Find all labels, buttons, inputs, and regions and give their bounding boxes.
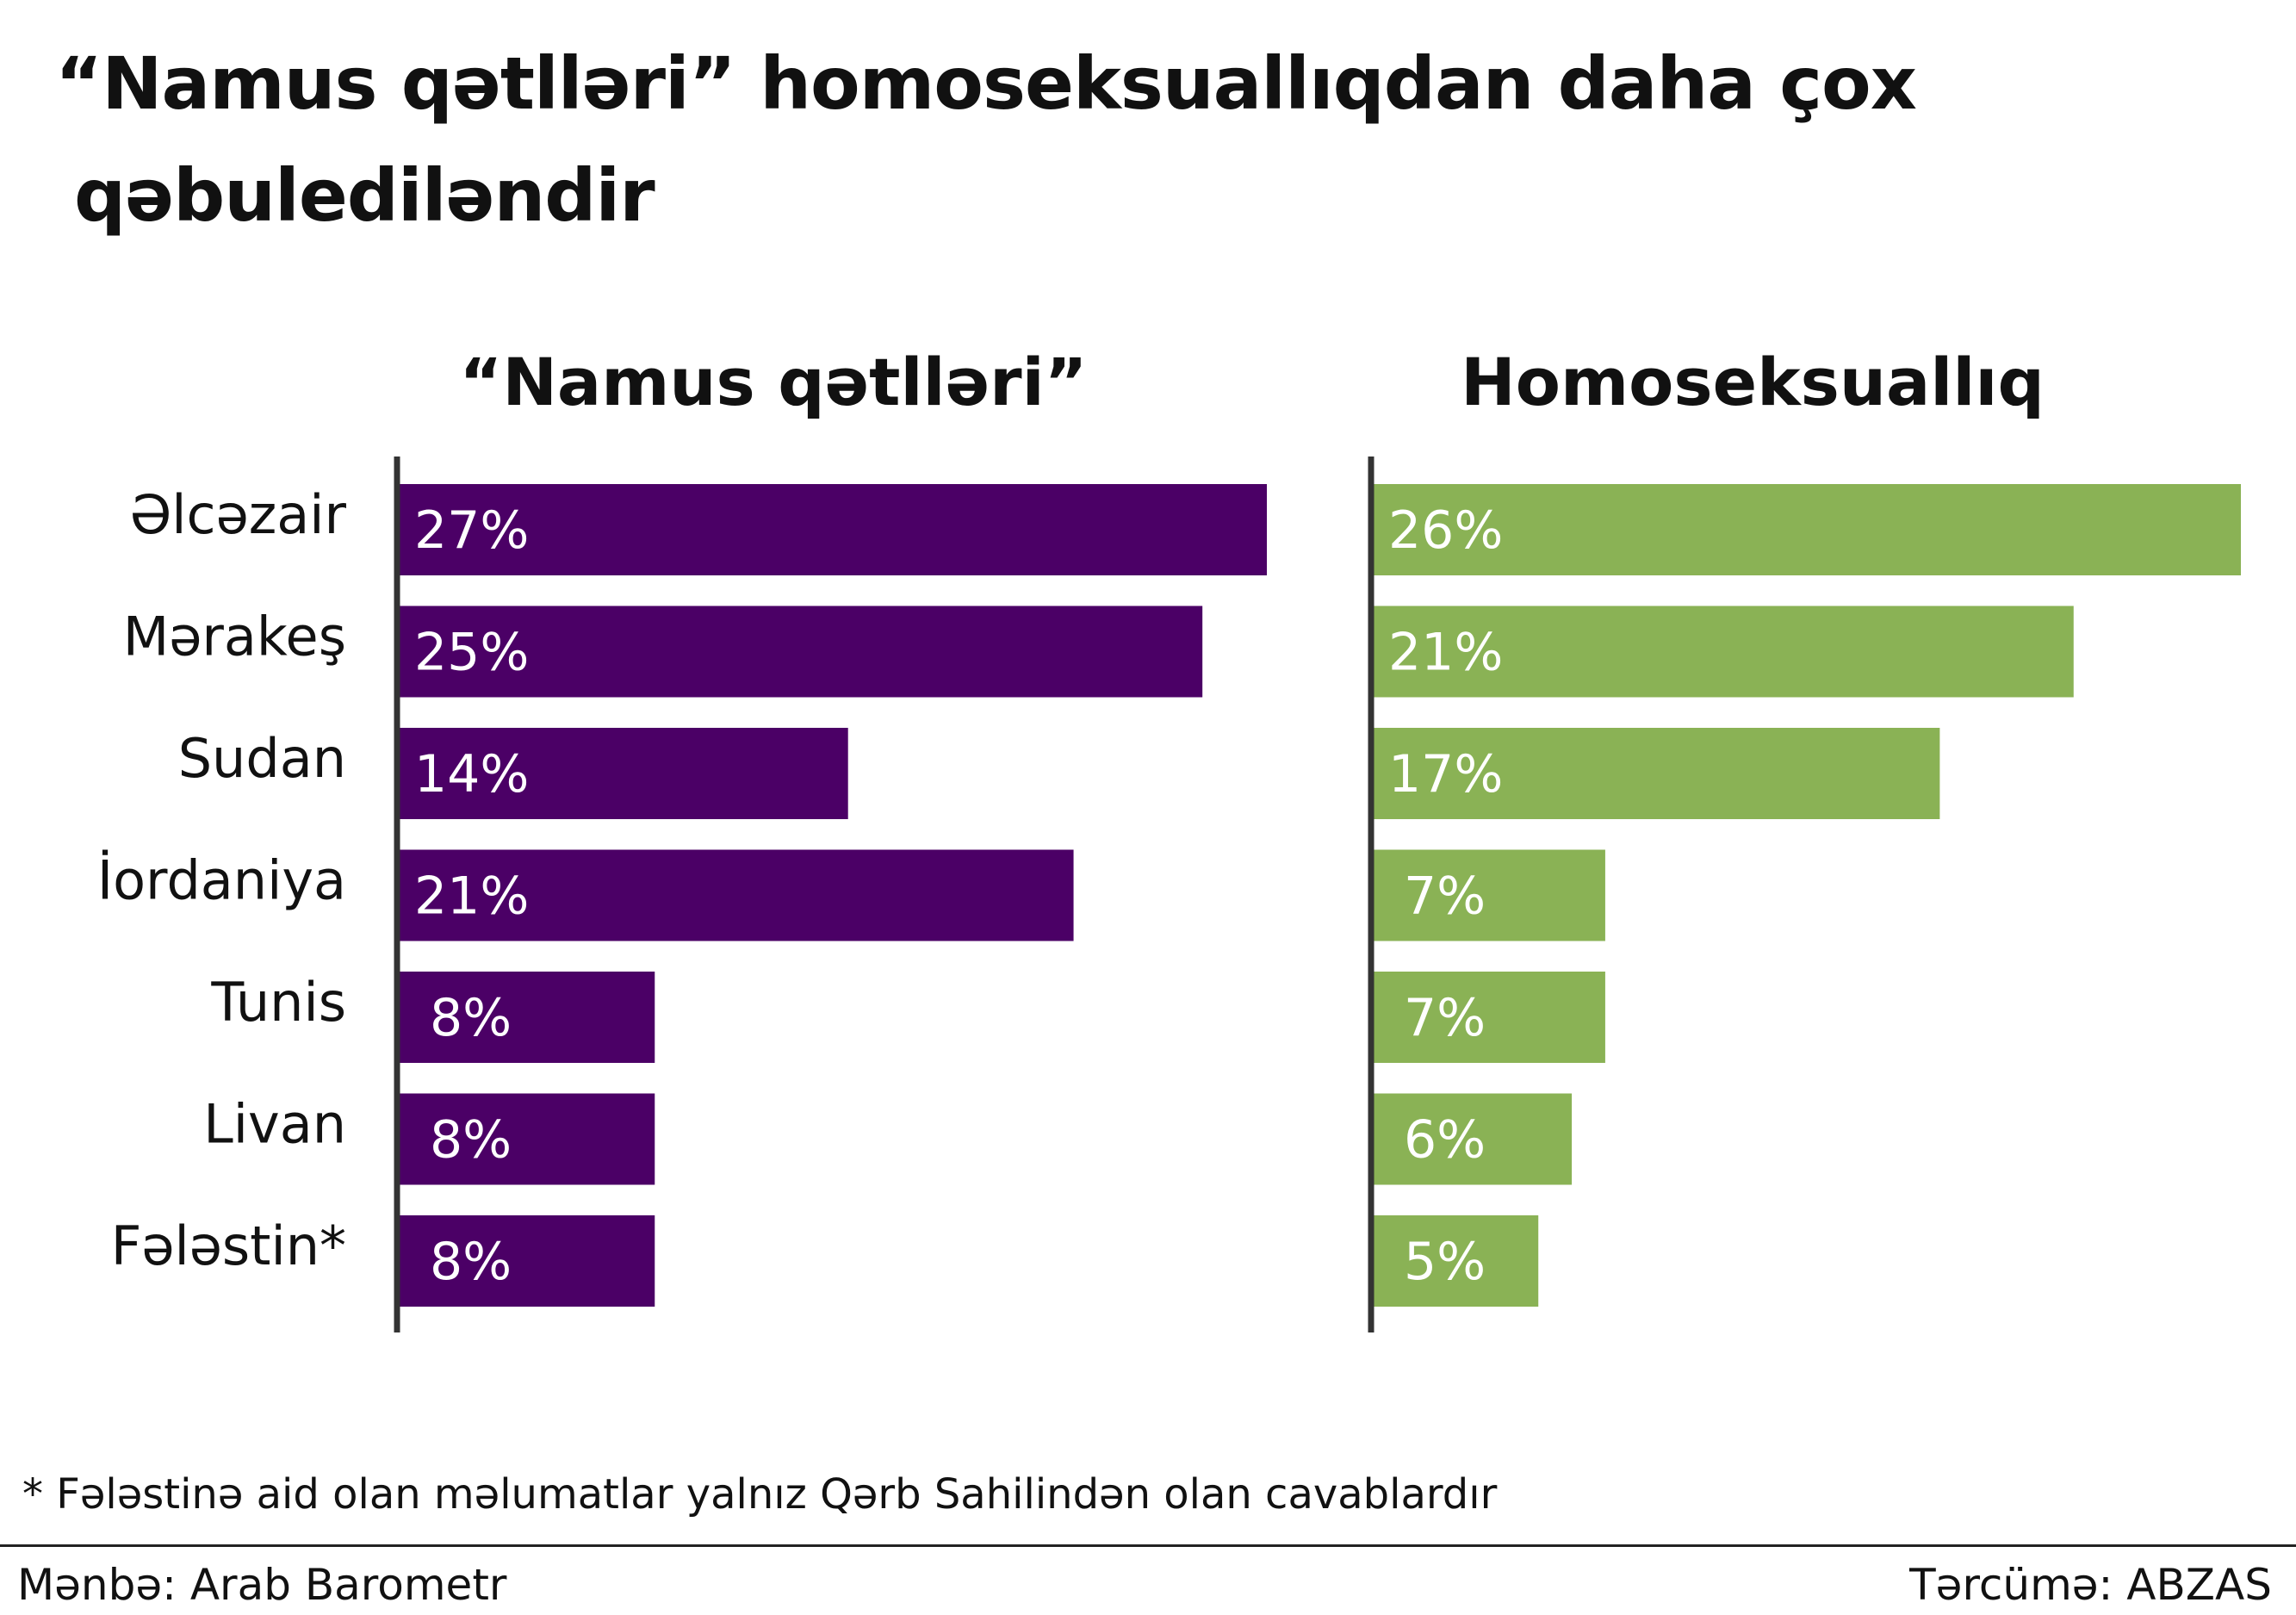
bar-label-2-4: 7% [1404, 867, 1486, 927]
bar-2-7 [1371, 1215, 1539, 1307]
bar-label-1-3: 14% [414, 744, 529, 804]
bar-2-4 [1371, 849, 1605, 941]
bar-label-1-1: 27% [414, 500, 529, 561]
bar-label-2-7: 5% [1404, 1232, 1486, 1292]
bar-label-1-6: 8% [430, 1110, 512, 1171]
panel-title-1: “Namus qətlləri” [459, 344, 1087, 420]
category-label-1: Əlcəzair [129, 483, 346, 546]
category-label-4: İordaniya [97, 849, 346, 912]
bar-1-7 [397, 1215, 655, 1307]
bar-label-2-6: 6% [1404, 1110, 1486, 1171]
bar-label-2-5: 7% [1404, 988, 1486, 1048]
bar-2-3 [1371, 728, 1940, 819]
bar-label-1-4: 21% [414, 867, 529, 927]
bar-2-5 [1371, 972, 1605, 1063]
panel-title-2: Homoseksuallıq [1461, 344, 2045, 420]
bar-2-2 [1371, 606, 2074, 698]
bar-1-1 [397, 484, 1267, 575]
category-label-7: Fələstin* [111, 1214, 346, 1277]
bar-1-3 [397, 728, 848, 819]
bar-2-6 [1371, 1093, 1573, 1185]
source-note: Mənbə: Arab Barometr [17, 1560, 507, 1610]
bar-1-6 [397, 1093, 655, 1185]
bar-label-1-5: 8% [430, 988, 512, 1048]
category-label-6: Livan [203, 1093, 346, 1156]
chart-title: “Namus qətlləri” homoseksuallıqdan daha … [55, 28, 2208, 252]
bar-label-2-1: 26% [1388, 500, 1503, 561]
bar-chart: “Namus qətlləri” 27% Əlcəzair 25% Mərakeş 14%… [97, 344, 2241, 1332]
bar-1-2 [397, 606, 1203, 698]
bar-1-5 [397, 972, 655, 1063]
category-label-3: Sudan [178, 727, 346, 790]
category-label-2: Mərakeş [123, 606, 346, 668]
bar-label-2-2: 21% [1388, 623, 1503, 683]
footer-divider [0, 1544, 2296, 1547]
translation-credit: Tərcümə: ABZAS [1909, 1560, 2272, 1610]
bar-label-2-3: 17% [1388, 744, 1503, 804]
chart-title-line-2: qəbulediləndir [74, 153, 655, 238]
footnote: * Fələstinə aid olan məlumatlar yalnız Q… [22, 1470, 1498, 1519]
bar-label-1-7: 8% [430, 1232, 512, 1292]
bar-label-1-2: 25% [414, 623, 529, 683]
chart-title-line-1: “Namus qətlləri” homoseksuallıqdan daha … [55, 41, 1917, 126]
bar-1-4 [397, 849, 1074, 941]
bar-2-1 [1371, 484, 2241, 575]
category-label-5: Tunis [210, 971, 346, 1034]
